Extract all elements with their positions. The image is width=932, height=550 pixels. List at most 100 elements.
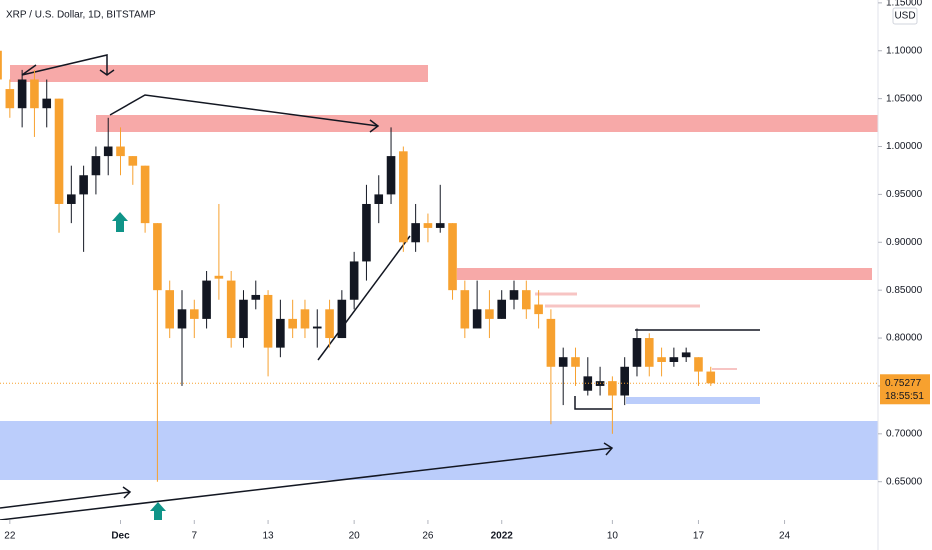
candle-body bbox=[0, 50, 2, 80]
y-tick-label: 0.70000 bbox=[886, 428, 923, 439]
y-tick-label: 1.10000 bbox=[886, 45, 923, 56]
candle-body bbox=[583, 376, 593, 391]
candle-body bbox=[411, 223, 420, 243]
arrow bbox=[0, 447, 613, 520]
candle-body bbox=[694, 357, 703, 372]
chart-title: XRP / U.S. Dollar, 1D, BITSTAMP bbox=[6, 10, 156, 21]
candle-body bbox=[706, 371, 716, 384]
support-zone bbox=[626, 397, 760, 404]
x-tick-label: Dec bbox=[111, 531, 130, 542]
x-tick-label: 13 bbox=[263, 531, 275, 542]
support-zone bbox=[0, 421, 878, 480]
currency-box bbox=[892, 7, 918, 25]
y-tick-label: 0.80000 bbox=[886, 333, 923, 344]
candle-body bbox=[103, 146, 113, 157]
x-tick-label: 26 bbox=[422, 531, 434, 542]
x-tick-label: 17 bbox=[693, 531, 705, 542]
candle-body bbox=[448, 223, 457, 291]
candle-body bbox=[423, 223, 433, 228]
candle-body bbox=[669, 357, 679, 362]
candle-body bbox=[79, 175, 88, 195]
candle-body bbox=[177, 309, 187, 329]
last-price: 0.75277 bbox=[885, 378, 922, 389]
candle-body bbox=[128, 156, 138, 166]
arrow-head bbox=[369, 119, 380, 133]
candle-body bbox=[54, 98, 64, 204]
candle-body bbox=[189, 309, 199, 319]
candle-body bbox=[276, 318, 285, 348]
candle-body bbox=[263, 294, 273, 348]
trend-line bbox=[317, 235, 411, 361]
level-line bbox=[574, 396, 612, 410]
arrow bbox=[21, 54, 108, 76]
candles bbox=[0, 50, 716, 482]
candle-body bbox=[300, 309, 310, 329]
candle-body bbox=[620, 366, 629, 396]
candle-body bbox=[67, 194, 76, 204]
candle-body bbox=[608, 381, 617, 396]
candle-body bbox=[251, 294, 261, 300]
candle-body bbox=[239, 299, 248, 339]
last-price-box bbox=[880, 374, 930, 405]
candle-body bbox=[288, 318, 297, 329]
candle-body bbox=[472, 309, 482, 329]
candle-body bbox=[460, 290, 470, 329]
candle-body bbox=[5, 89, 15, 109]
y-tick-label: 0.85000 bbox=[886, 285, 923, 296]
candle-body bbox=[632, 338, 642, 367]
resistance-zone bbox=[10, 65, 428, 82]
candle-body bbox=[202, 280, 211, 319]
arrow-head bbox=[122, 486, 132, 499]
currency: USD bbox=[894, 11, 915, 22]
countdown: 18:55:51 bbox=[885, 391, 924, 402]
candle-body bbox=[399, 151, 408, 243]
x-tick-label: 22 bbox=[4, 531, 16, 542]
drawings bbox=[0, 54, 878, 520]
candle-body bbox=[522, 290, 531, 310]
candle-body bbox=[17, 79, 27, 109]
candle-body bbox=[140, 165, 150, 224]
y-tick-label: 1.00000 bbox=[886, 141, 923, 152]
candle-body bbox=[337, 299, 347, 339]
candle-body bbox=[374, 194, 384, 204]
y-tick-label: 1.15000 bbox=[886, 0, 923, 9]
candle-body bbox=[312, 326, 322, 329]
x-tick-label: 10 bbox=[607, 531, 619, 542]
resistance-zone bbox=[457, 268, 872, 280]
candle-body bbox=[509, 290, 519, 300]
candle-body bbox=[214, 275, 224, 279]
candle-body bbox=[386, 156, 396, 195]
candle-body bbox=[349, 261, 359, 300]
candle-body bbox=[30, 79, 39, 109]
y-tick-label: 1.05000 bbox=[886, 93, 923, 104]
arrow bbox=[0, 491, 131, 509]
arrow-head bbox=[99, 69, 115, 76]
arrow bbox=[21, 64, 37, 76]
candle-body bbox=[534, 304, 543, 315]
arrow bbox=[109, 94, 379, 127]
candle-body bbox=[91, 156, 101, 176]
x-tick-label: 7 bbox=[192, 531, 198, 542]
up-arrow-icon bbox=[112, 212, 128, 232]
candle-body bbox=[42, 98, 52, 109]
candle-body bbox=[558, 357, 568, 367]
candle-body bbox=[362, 203, 371, 262]
candle-body bbox=[153, 223, 162, 291]
candle-body bbox=[546, 318, 556, 367]
x-tick-label: 20 bbox=[349, 531, 361, 542]
candle-body bbox=[165, 290, 175, 329]
candle-body bbox=[657, 357, 666, 362]
arrow-head bbox=[603, 442, 614, 456]
up-arrow-icon bbox=[150, 502, 166, 520]
candle-body bbox=[435, 223, 445, 228]
candle-body bbox=[116, 146, 125, 157]
candle-body bbox=[681, 352, 691, 358]
candle-body bbox=[325, 309, 334, 339]
y-tick-label: 0.95000 bbox=[886, 189, 923, 200]
candle-body bbox=[226, 280, 236, 339]
x-tick-label: 2022 bbox=[491, 531, 514, 542]
candle-body bbox=[644, 338, 654, 367]
x-tick-label: 24 bbox=[779, 531, 791, 542]
y-tick-label: 0.65000 bbox=[886, 476, 923, 487]
